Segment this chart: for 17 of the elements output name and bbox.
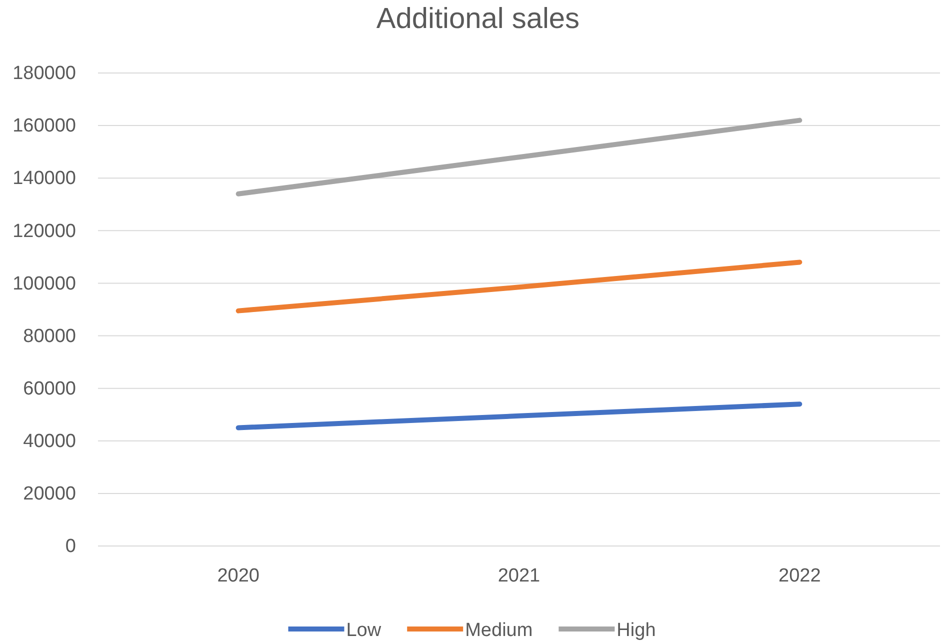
y-tick-label: 20000	[23, 484, 76, 505]
y-tick-label: 160000	[12, 116, 76, 137]
y-tick-label: 140000	[12, 168, 76, 190]
y-tick-label: 60000	[23, 378, 76, 400]
y-tick-label: 120000	[12, 220, 76, 242]
legend-label: High	[616, 620, 656, 641]
legend-label: Medium	[465, 620, 533, 641]
x-tick-label: 2020	[217, 565, 260, 586]
y-tick-label: 40000	[23, 430, 76, 452]
x-tick-label: 2021	[498, 565, 540, 586]
legend-label: Low	[346, 620, 382, 641]
y-tick-label: 0	[65, 536, 76, 558]
y-tick-label: 100000	[12, 273, 76, 294]
x-tick-label: 2022	[778, 565, 821, 586]
y-tick-label: 180000	[12, 63, 76, 84]
y-tick-label: 80000	[23, 326, 76, 347]
chart-title: Additional sales	[376, 3, 580, 35]
